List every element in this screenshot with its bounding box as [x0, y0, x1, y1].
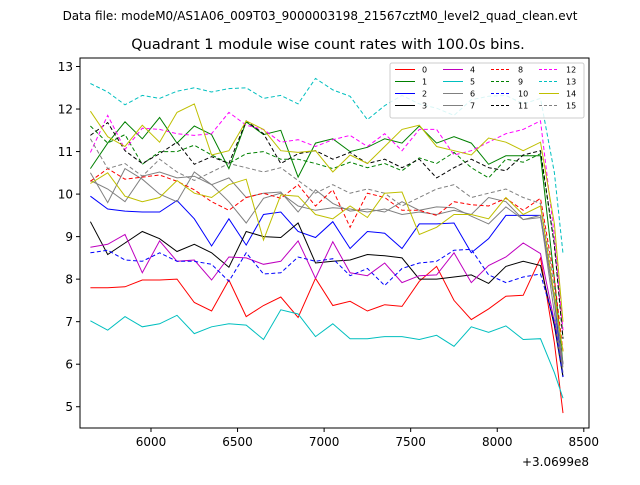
series-layer	[89, 77, 564, 414]
data-file-label: Data file: modeM0/AS1A06_009T03_90000031…	[63, 9, 578, 23]
legend-label-6: 6	[470, 90, 475, 99]
x-tick-label-0: 6000	[136, 435, 167, 449]
x-offset-label: +3.0699e8	[522, 455, 589, 469]
y-tick-label-2: 7	[65, 315, 73, 329]
y-tick-label-8: 13	[58, 60, 73, 74]
series-line-1	[89, 116, 564, 365]
x-axis: 6000 6500 7000 7500 8000 8500	[136, 428, 599, 449]
legend-label-9: 9	[518, 78, 523, 87]
legend-label-0: 0	[422, 66, 427, 75]
legend-label-15: 15	[566, 102, 576, 111]
series-line-2	[90, 195, 564, 378]
series-line-16	[90, 172, 564, 352]
series-line-14	[89, 103, 564, 322]
legend-label-5: 5	[470, 78, 475, 87]
y-tick-label-5: 10	[58, 188, 73, 202]
legend-label-7: 7	[470, 102, 475, 111]
series-line-7	[89, 167, 564, 365]
series-line-0	[90, 256, 564, 414]
series-line-8	[90, 167, 564, 352]
y-tick-label-1: 6	[65, 358, 73, 372]
series-line-3	[89, 221, 564, 378]
series-line-9	[90, 125, 564, 339]
series-line-10	[90, 248, 564, 378]
x-tick-label-1: 6500	[222, 435, 253, 449]
legend-frame	[389, 62, 585, 119]
x-tick-label-2: 7000	[309, 435, 340, 449]
legend-label-13: 13	[566, 78, 576, 87]
legend-label-11: 11	[518, 102, 528, 111]
series-line-6	[90, 171, 564, 373]
plot-frame	[79, 57, 590, 429]
series-line-5	[90, 309, 564, 399]
y-tick-label-4: 9	[65, 230, 73, 244]
y-axis: 5 6 7 8 9 10 11 12 13	[58, 60, 80, 414]
series-line-11	[90, 120, 564, 339]
legend-label-12: 12	[566, 66, 576, 75]
series-line-15	[89, 138, 564, 369]
x-tick-label-5: 8500	[569, 435, 600, 449]
y-tick-label-7: 12	[58, 103, 73, 117]
y-tick-label-3: 8	[65, 273, 73, 287]
legend-label-10: 10	[518, 90, 528, 99]
legend-label-1: 1	[422, 78, 427, 87]
x-tick-label-4: 8000	[482, 435, 513, 449]
series-line-4	[90, 233, 564, 365]
x-tick-label-3: 7500	[395, 435, 426, 449]
y-tick-label-0: 5	[65, 400, 73, 414]
legend-label-3: 3	[422, 102, 427, 111]
legend-label-8: 8	[518, 66, 523, 75]
legend-label-2: 2	[422, 90, 427, 99]
chart-title: Quadrant 1 module wise count rates with …	[131, 37, 525, 53]
legend-label-14: 14	[566, 90, 576, 99]
y-tick-label-6: 11	[58, 145, 73, 159]
legend-label-4: 4	[470, 66, 475, 75]
